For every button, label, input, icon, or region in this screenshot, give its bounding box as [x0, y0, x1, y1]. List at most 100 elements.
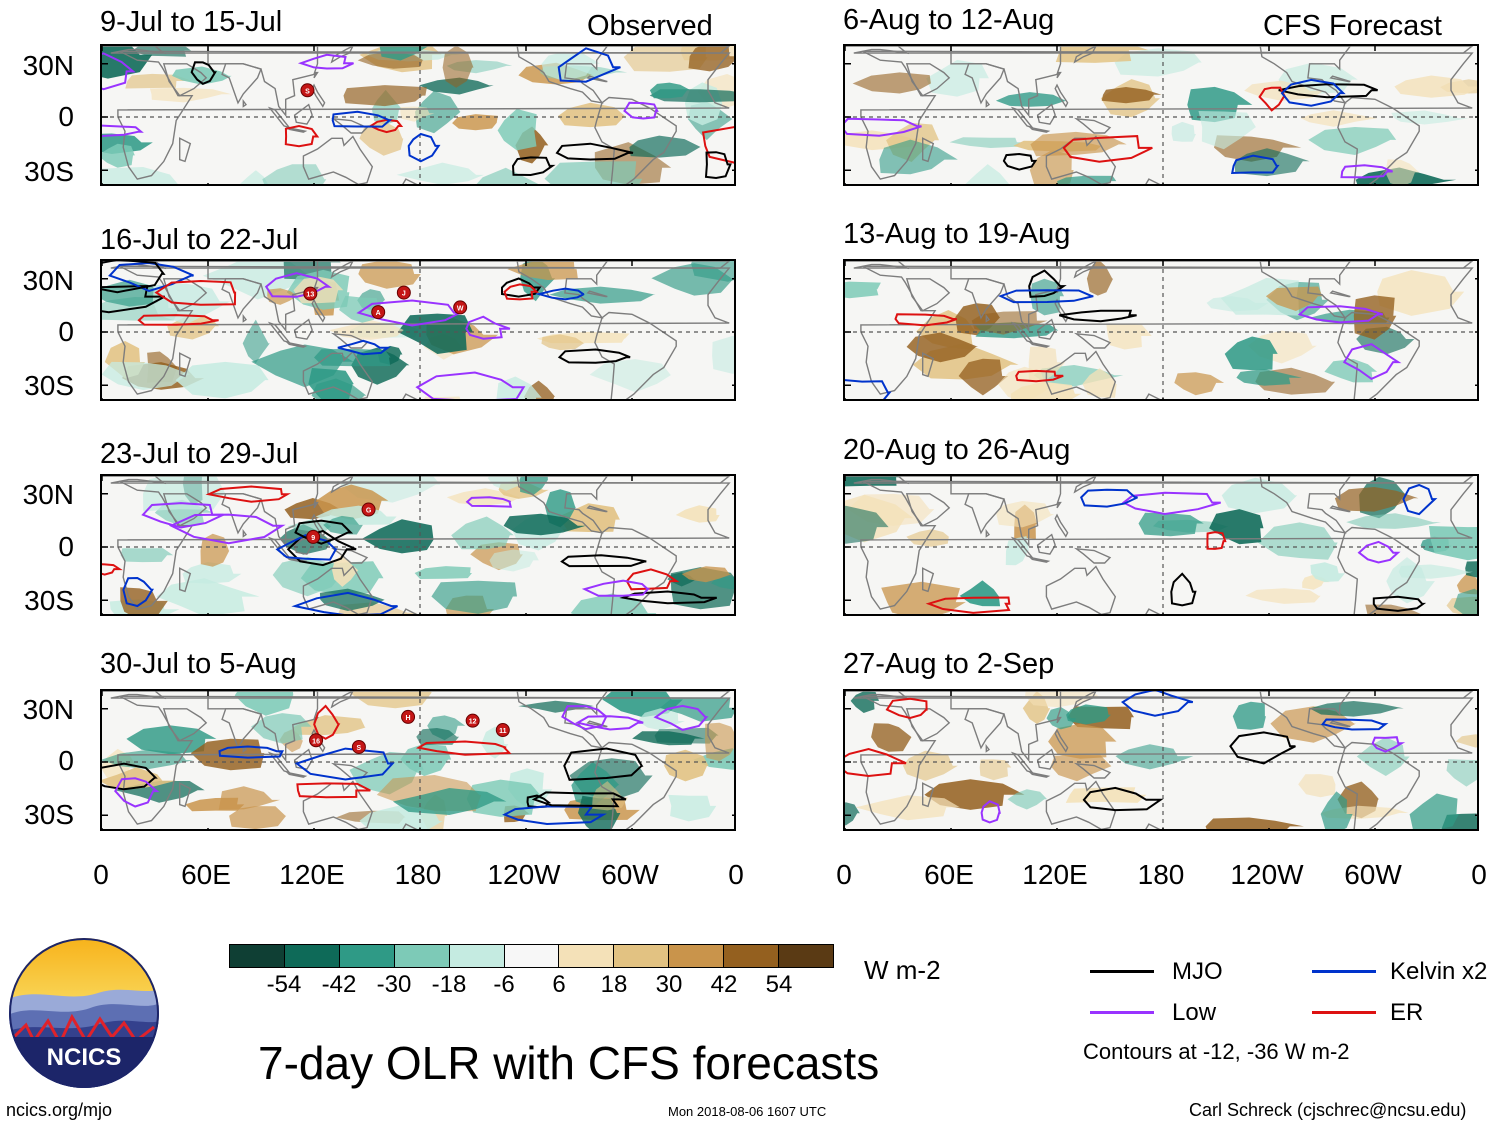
coastline: [1045, 350, 1117, 399]
olr-anomaly-region: [1214, 135, 1302, 162]
wave-contour: [845, 747, 907, 778]
wave-contour: [102, 563, 123, 576]
coastline: [102, 476, 731, 485]
olr-map: 13 A J W: [102, 261, 734, 399]
storm-marker-label: 12: [469, 719, 477, 726]
coastline: [1329, 75, 1351, 83]
legend-line-kelvin: [1312, 970, 1376, 973]
wave-contour: [141, 502, 224, 529]
coastline: [1073, 691, 1097, 709]
coastline: [162, 708, 208, 742]
wave-contour: [1371, 736, 1406, 753]
storm-marker: [453, 300, 468, 315]
olr-anomaly-region: [959, 580, 1001, 607]
coastline: [1145, 393, 1161, 399]
colorbar-tick: 6: [552, 971, 566, 998]
wave-contour: [1082, 786, 1164, 812]
olr-anomaly-region: [1324, 359, 1378, 383]
storm-marker: [300, 83, 315, 98]
olr-anomaly-region: [879, 139, 958, 175]
coastline: [1073, 117, 1112, 134]
olr-anomaly-region: [1138, 512, 1204, 537]
observed-map-panel: S: [100, 44, 736, 186]
coastline: [1073, 261, 1097, 279]
olr-anomaly-region: [1456, 572, 1477, 595]
coastline: [242, 313, 248, 323]
lat-label-30n: 30N: [22, 694, 74, 725]
coastline: [1036, 103, 1056, 125]
wave-contour: [1062, 135, 1153, 163]
coastline: [285, 341, 308, 348]
olr-anomaly-region: [1429, 526, 1477, 561]
legend-label-low: Low: [1172, 999, 1217, 1026]
olr-anomaly-region: [1115, 744, 1194, 770]
wave-contour: [296, 782, 371, 799]
coastline: [162, 278, 208, 312]
lon-label: 60E: [924, 859, 974, 890]
lat-label-eq: 0: [58, 745, 74, 776]
olr-anomaly-region: [979, 759, 1012, 781]
olr-anomaly-region: [845, 281, 881, 299]
wave-contour: [1229, 731, 1296, 765]
colorbar-tick: -30: [376, 971, 412, 998]
wave-contour: [313, 704, 341, 740]
coastline: [1145, 608, 1161, 614]
coastline: [242, 528, 248, 538]
olr-anomaly-region: [503, 513, 586, 536]
coastline: [102, 691, 731, 700]
coastline: [293, 103, 313, 125]
wave-contour: [154, 279, 237, 306]
olr-anomaly-region: [1346, 513, 1441, 529]
storm-marker: [495, 723, 510, 738]
olr-map: [845, 261, 1477, 399]
coastline: [905, 63, 951, 97]
coastline: [594, 526, 677, 614]
olr-anomaly-region: [156, 578, 260, 614]
wave-contour: [1340, 164, 1393, 179]
forecast-map-panel: [843, 44, 1479, 186]
wave-contour: [168, 513, 286, 545]
olr-anomaly-region: [1005, 536, 1029, 566]
olr-anomaly-region: [1236, 369, 1302, 386]
olr-anomaly-region: [518, 700, 595, 713]
wave-contour: [563, 747, 644, 781]
coastline: [860, 265, 1474, 395]
olr-anomaly-region: [1320, 791, 1353, 829]
olr-anomaly-region: [1205, 817, 1304, 829]
wave-contour: [337, 339, 391, 356]
olr-anomaly-region: [451, 516, 514, 550]
wave-contour: [845, 379, 892, 399]
lon-label: 60W: [1344, 859, 1402, 890]
olr-anomaly-region: [1334, 487, 1419, 512]
olr-anomaly-region: [1309, 701, 1404, 717]
lon-label: 120E: [279, 859, 345, 890]
ncics-logo: NCICS: [8, 937, 160, 1089]
olr-anomaly-region: [251, 713, 312, 744]
storm-marker-label: W: [457, 305, 464, 312]
lat-label-30s: 30S: [24, 156, 74, 187]
coastline: [1073, 476, 1097, 494]
figure-title: 7-day OLR with CFS forecasts: [258, 1037, 880, 1089]
coastline: [1259, 476, 1352, 534]
olr-anomaly-region: [649, 82, 691, 99]
lon-label: 60E: [181, 859, 231, 890]
coastline: [178, 782, 192, 808]
wave-contour: [368, 118, 404, 134]
olr-anomaly-region: [172, 66, 232, 85]
storm-marker-label: S: [357, 745, 362, 752]
coastline: [1054, 83, 1069, 108]
olr-anomaly-region: [476, 167, 539, 184]
lat-label-30n: 30N: [22, 479, 74, 510]
colorbar-tick: 54: [765, 971, 793, 998]
coastline: [242, 743, 248, 753]
lon-label: 0: [93, 859, 109, 890]
wave-contour: [1120, 691, 1194, 717]
wave-contour: [415, 371, 526, 399]
coastline: [1073, 332, 1112, 349]
coastline: [950, 476, 1062, 548]
wave-contour: [407, 132, 441, 163]
coastline: [330, 332, 369, 349]
wave-contour: [1297, 305, 1384, 324]
legend-line-low: [1090, 1011, 1154, 1014]
footer-url[interactable]: ncics.org/mjo: [6, 1100, 113, 1120]
